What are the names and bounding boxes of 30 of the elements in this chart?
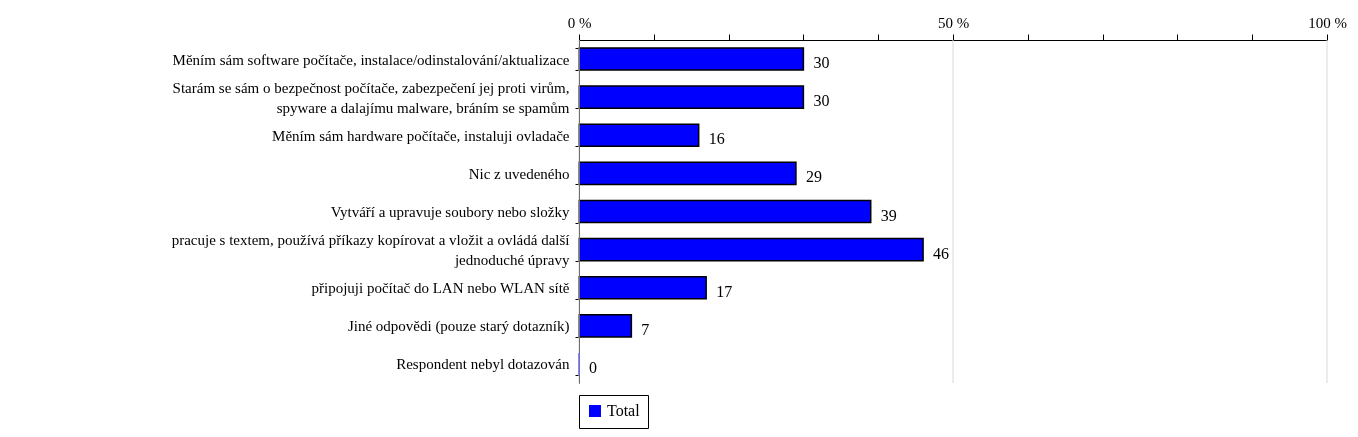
data-label: 7 — [641, 320, 650, 338]
data-label: 17 — [716, 282, 733, 300]
data-label: 29 — [805, 168, 822, 186]
bar — [578, 47, 805, 71]
bar — [578, 161, 797, 186]
x-tick-label: 100 % — [1308, 14, 1347, 31]
x-tick-label: 50 % — [937, 14, 970, 31]
x-tick-label: 0 % — [567, 14, 592, 31]
data-label: 30 — [813, 54, 830, 72]
bar — [578, 199, 872, 224]
y-tick-label: Respondent nebyl dotazován — [396, 356, 570, 373]
y-tick-label: Jiné odpovědi (pouze starý dotazník) — [347, 318, 570, 336]
y-tick-label: Vytváří a upravuje soubory nebo složky — [330, 204, 570, 220]
data-label: 46 — [933, 244, 950, 262]
bar — [578, 275, 707, 300]
bar — [578, 314, 633, 338]
bar — [578, 237, 924, 262]
data-label: 16 — [708, 130, 725, 148]
bar — [578, 85, 805, 109]
y-tick-label: připojuji počítač do LAN nebo WLAN sítě — [311, 280, 570, 297]
y-tick-label: Měním sám software počítače, instalace/odinstalování/aktualizace — [172, 51, 570, 68]
data-label: 0 — [589, 358, 597, 376]
y-tick-label: Nic z uvedeného — [468, 165, 570, 182]
y-tick-label: Starám se sám o bezpečnost počítače, zabezpečení jej proti virům, spyware a dalajímu malware, bráním se spamům — [172, 79, 570, 116]
bar — [578, 123, 700, 148]
data-label: 39 — [880, 206, 897, 224]
legend-label: Total — [607, 402, 641, 419]
data-label: 30 — [813, 92, 830, 110]
y-tick-label: pracuje s textem, používá příkazy kopírovat a vložit a ovládá další jednoduché úpravy — [171, 232, 570, 269]
y-tick-label: Měním sám hardware počítače, instaluji ovladače — [272, 127, 570, 144]
